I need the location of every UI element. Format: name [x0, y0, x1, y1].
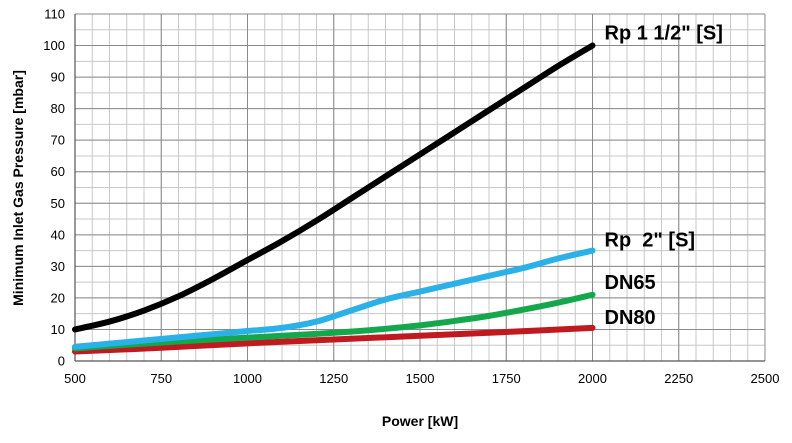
y-tick-label: 70	[51, 133, 65, 148]
x-tick-label: 750	[150, 371, 172, 386]
series-line-rp-2-s	[72, 247, 596, 350]
x-tick-label: 1250	[319, 371, 348, 386]
x-tick-label: 2500	[751, 371, 780, 386]
y-tick-label: 60	[51, 164, 65, 179]
y-tick-label: 0	[58, 354, 65, 369]
y-tick-label: 10	[51, 322, 65, 337]
y-tick-label: 50	[51, 196, 65, 211]
y-tick-label: 40	[51, 227, 65, 242]
x-tick-label: 1750	[492, 371, 521, 386]
series-labels: Rp 1 1/2" [S] Rp 2" [S] DN65 DN80	[605, 23, 723, 329]
y-tick-label: 100	[43, 38, 65, 53]
series-line-dn65	[72, 291, 596, 352]
axes	[74, 14, 765, 362]
x-tick-label: 1000	[233, 371, 262, 386]
x-tick-label: 2000	[578, 371, 607, 386]
x-tick-label: 500	[64, 371, 86, 386]
series-line-rp-1-1-2-s	[72, 42, 596, 333]
y-tick-label: 90	[51, 70, 65, 85]
y-tick-label: 80	[51, 101, 65, 116]
x-tick-label: 1500	[406, 371, 435, 386]
y-tick-label: 110	[44, 7, 65, 22]
series-label-dn65: DN65	[605, 272, 656, 294]
y-tick-label: 20	[51, 290, 65, 305]
series-label-dn80: DN80	[605, 307, 656, 329]
series-line-dn80	[72, 324, 596, 355]
x-axis-title: Power [kW]	[382, 413, 458, 429]
series-label-rp-1-1-2-s: Rp 1 1/2" [S]	[605, 23, 723, 45]
series-lines	[72, 42, 596, 355]
series-label-rp-2-s: Rp 2" [S]	[605, 230, 696, 252]
y-tick-labels: 0 10 20 30 40 50 60 70 80 90 100 110	[43, 7, 65, 369]
y-axis-title: Minimum Inlet Gas Pressure [mbar]	[10, 70, 26, 306]
x-tick-labels: 500 750 1000 1250 1500 1750 2000 2250 2500	[64, 371, 779, 386]
x-tick-label: 2250	[664, 371, 693, 386]
y-tick-label: 30	[51, 259, 65, 274]
